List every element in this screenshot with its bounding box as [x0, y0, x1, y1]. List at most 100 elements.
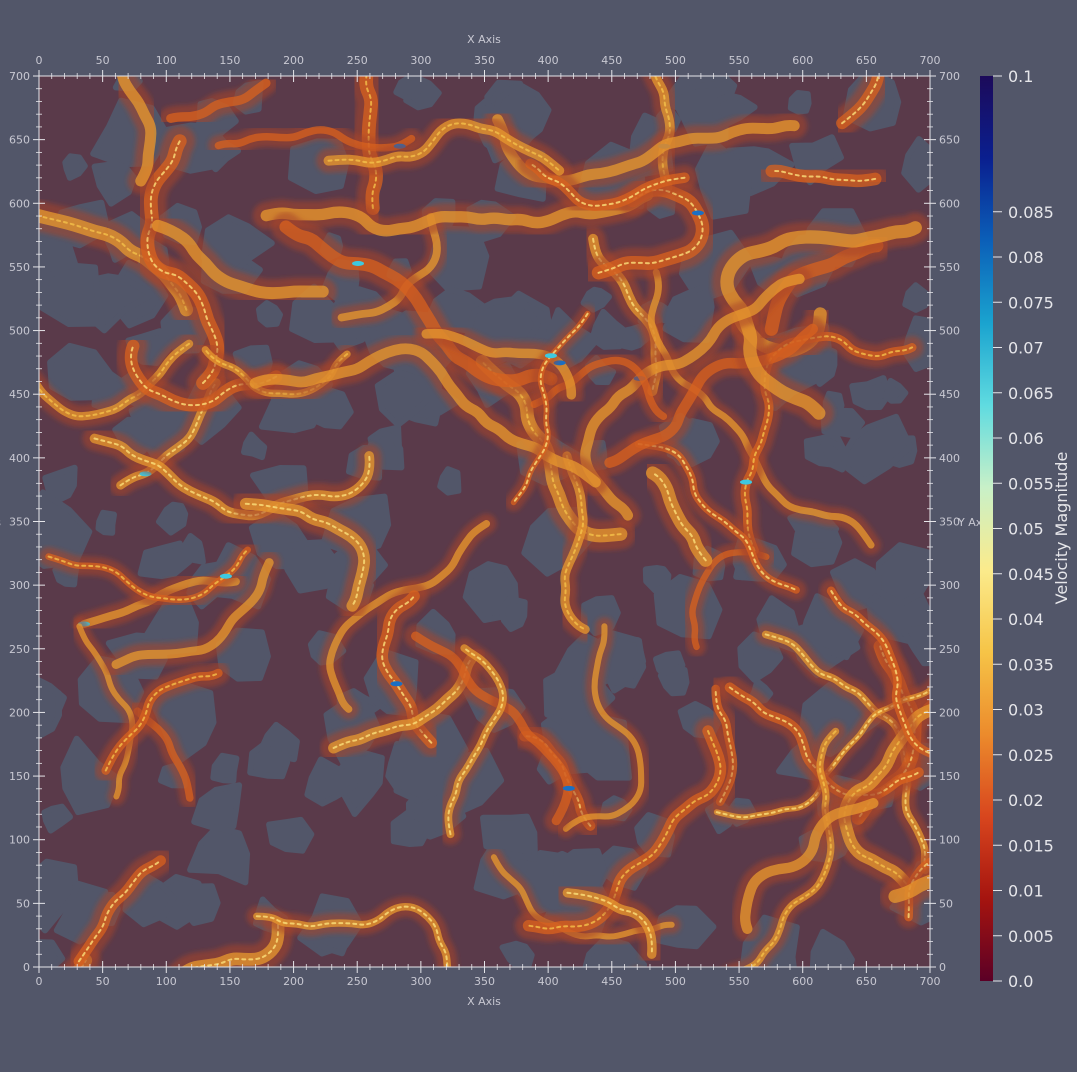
channel-core — [512, 312, 589, 504]
colorbar-tick-label: 0.065 — [1008, 384, 1054, 403]
right-tick-label: 350 — [939, 516, 960, 529]
left-tick-label: 100 — [9, 834, 30, 847]
colorbar-tick-label: 0.045 — [1008, 565, 1054, 584]
channel-body — [116, 76, 157, 187]
pore-blob — [275, 539, 340, 594]
high-velocity-spot — [740, 479, 753, 485]
pore-blob — [39, 858, 80, 934]
channel-core — [529, 162, 686, 207]
bottom-tick-label: 700 — [920, 975, 941, 988]
pore-blob — [266, 816, 315, 854]
pore-blob — [787, 90, 812, 115]
pore-blob — [580, 286, 612, 313]
bottom-tick-label: 350 — [474, 975, 495, 988]
pore-blob — [62, 153, 88, 181]
high-velocity-spot — [691, 210, 704, 216]
channel-body — [279, 220, 558, 388]
channel-body — [76, 623, 136, 800]
left-tick-label: 500 — [9, 325, 30, 338]
x-axis-title-bottom: X Axis — [467, 995, 501, 1008]
top-tick-label: 200 — [283, 54, 304, 67]
channel-core — [527, 730, 722, 930]
channel-core — [841, 76, 880, 125]
pore-blob — [883, 377, 909, 404]
left-tick-label: 400 — [9, 452, 30, 465]
left-tick-label: 250 — [9, 643, 30, 656]
colorbar-tick-label: 0.0 — [1008, 972, 1033, 991]
right-tick-label: 700 — [939, 70, 960, 83]
right-tick-label: 150 — [939, 770, 960, 783]
left-tick-label: 0 — [23, 961, 30, 974]
high-velocity-spot — [352, 260, 365, 266]
x-axis-title-top: X Axis — [467, 33, 501, 46]
pore-blob — [694, 137, 752, 220]
colorbar-tick-label: 0.085 — [1008, 203, 1054, 222]
left-tick-label: 700 — [9, 70, 30, 83]
bottom-tick-label: 300 — [410, 975, 431, 988]
colorbar-tick-label: 0.035 — [1008, 655, 1054, 674]
channel-core — [764, 633, 927, 872]
colorbar-tick-label: 0.02 — [1008, 791, 1044, 810]
top-tick-label: 150 — [219, 54, 240, 67]
channel-body — [713, 686, 930, 821]
high-velocity-spot — [219, 573, 232, 579]
colorbar-tick-label: 0.055 — [1008, 474, 1054, 493]
channel-body — [166, 78, 271, 123]
channel-core — [447, 647, 505, 836]
top-tick-label: 250 — [347, 54, 368, 67]
colorbar-tick-label: 0.04 — [1008, 610, 1044, 629]
bottom-tick-label: 100 — [156, 975, 177, 988]
pore-blob — [393, 745, 453, 805]
colorbar-tick-label: 0.08 — [1008, 248, 1044, 267]
right-tick-label: 300 — [939, 579, 960, 592]
colorbar-tick-label: 0.06 — [1008, 429, 1044, 448]
pore-blob — [247, 739, 291, 780]
pore-blob — [902, 282, 930, 313]
left-tick-label: 300 — [9, 579, 30, 592]
channel-core — [714, 687, 734, 803]
right-tick-label: 600 — [939, 197, 960, 210]
right-tick-label: 450 — [939, 388, 960, 401]
colorbar-tick-label: 0.01 — [1008, 882, 1044, 901]
left-tick-label: 350 — [9, 516, 30, 529]
top-tick-label: 400 — [538, 54, 559, 67]
pore-blob — [95, 509, 117, 536]
bottom-tick-label: 150 — [219, 975, 240, 988]
colorbar-tick-label: 0.025 — [1008, 746, 1054, 765]
pore-blob — [437, 466, 462, 496]
right-tick-label: 100 — [939, 834, 960, 847]
bottom-tick-label: 50 — [96, 975, 110, 988]
left-tick-label: 550 — [9, 261, 30, 274]
x-axis-top-ticks: 0 50 100 150 200 250 300 350 400 450 500 550 600 650 7… — [36, 54, 941, 82]
channel-body — [133, 707, 194, 802]
colorbar-tick-label: 0.005 — [1008, 927, 1054, 946]
right-tick-label: 550 — [939, 261, 960, 274]
high-velocity-spot — [562, 785, 575, 791]
pore-blob — [256, 300, 283, 328]
channel-body — [411, 631, 573, 826]
channel-core — [563, 454, 587, 631]
left-tick-label: 650 — [9, 134, 30, 147]
y-axis-left-ticks: 0 50 100 150 200 250 300 350 400 450 500 550 600 650 7… — [9, 70, 45, 974]
channel-body — [249, 343, 601, 488]
top-tick-label: 550 — [729, 54, 750, 67]
top-tick-label: 450 — [601, 54, 622, 67]
bottom-tick-label: 550 — [729, 975, 750, 988]
channel-core — [748, 730, 837, 967]
bottom-tick-label: 500 — [665, 975, 686, 988]
pore-blob — [210, 752, 240, 784]
pore-blob — [480, 813, 538, 862]
colorbar-gradient — [980, 76, 993, 981]
right-tick-label: 400 — [939, 452, 960, 465]
colorbar-title: Velocity Magnitude — [1052, 452, 1071, 605]
pore-blob — [91, 161, 137, 207]
right-tick-label: 650 — [939, 134, 960, 147]
top-tick-label: 700 — [920, 54, 941, 67]
pore-blob — [836, 413, 914, 485]
pore-blob — [42, 464, 78, 504]
right-tick-label: 200 — [939, 706, 960, 719]
